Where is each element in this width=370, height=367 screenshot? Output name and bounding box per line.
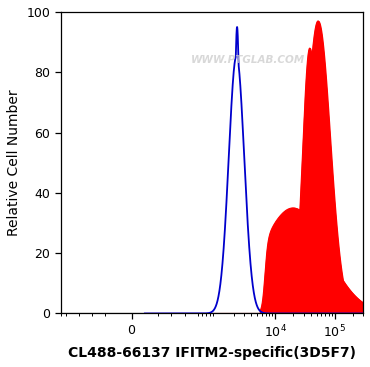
Text: WWW.PTGLAB.COM: WWW.PTGLAB.COM (191, 55, 305, 65)
Y-axis label: Relative Cell Number: Relative Cell Number (7, 90, 21, 236)
X-axis label: CL488-66137 IFITM2-specific(3D5F7): CL488-66137 IFITM2-specific(3D5F7) (68, 346, 356, 360)
